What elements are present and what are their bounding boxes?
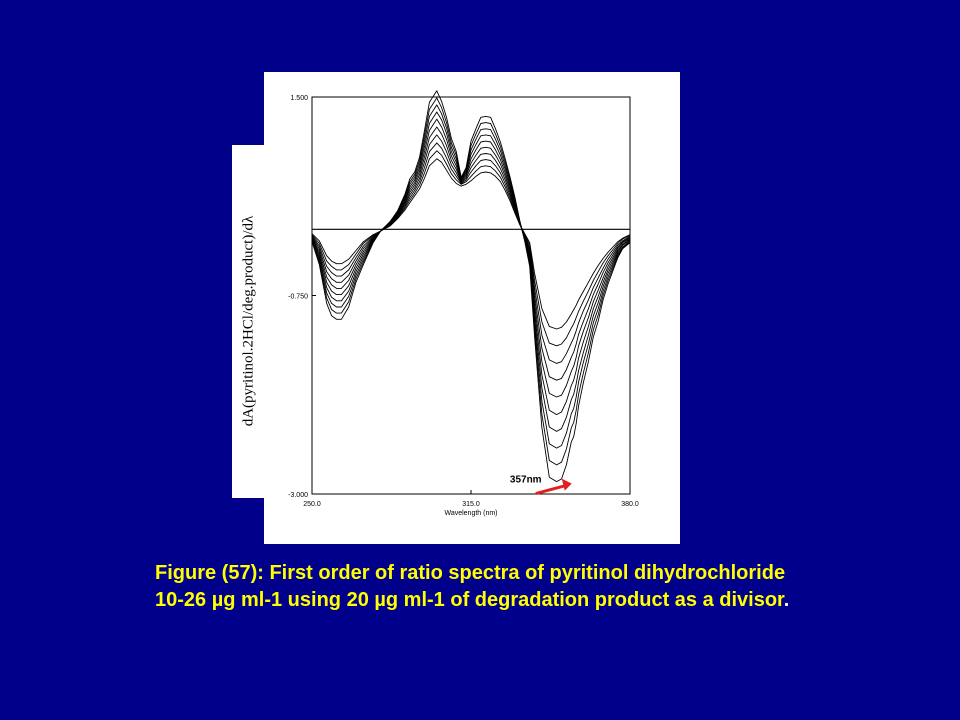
- annotation-arrow-shaft: [535, 484, 567, 496]
- figure-caption-period: .: [783, 589, 790, 611]
- x-tick-label: 250.0: [303, 501, 321, 508]
- figure-caption: Figure (57): First order of ratio spectr…: [155, 560, 795, 614]
- chart-panel: 1.500 -0.750 -3.000 250.0 315.0 380.0 Waveleng…: [264, 72, 680, 544]
- spectrum-line-8: [311, 104, 631, 449]
- y-tick-label: -3.000: [288, 492, 308, 499]
- annotation-label: 357nm: [510, 475, 542, 486]
- y-tick-label: -0.750: [288, 294, 308, 301]
- x-tick-label: 315.0: [462, 501, 480, 508]
- spectrum-line-10: [311, 90, 631, 483]
- x-tick-label: 380.0: [621, 501, 639, 508]
- figure-caption-text: Figure (57): First order of ratio spectr…: [155, 562, 786, 611]
- y-axis-label-panel: dA(pyritinol.2HCl/deg.product)/dλ: [232, 145, 266, 498]
- y-axis-label: dA(pyritinol.2HCl/deg.product)/dλ: [240, 215, 257, 427]
- spectra-plot: 1.500 -0.750 -3.000 250.0 315.0 380.0 Waveleng…: [288, 90, 639, 517]
- x-axis-label: Wavelength (nm): [444, 510, 497, 517]
- spectrum-line-2: [311, 150, 631, 347]
- plot-frame: [311, 96, 631, 495]
- spectrum-line-9: [311, 97, 631, 466]
- y-tick-label: 1.500: [290, 95, 308, 102]
- annotation-arrow-head: [561, 478, 572, 491]
